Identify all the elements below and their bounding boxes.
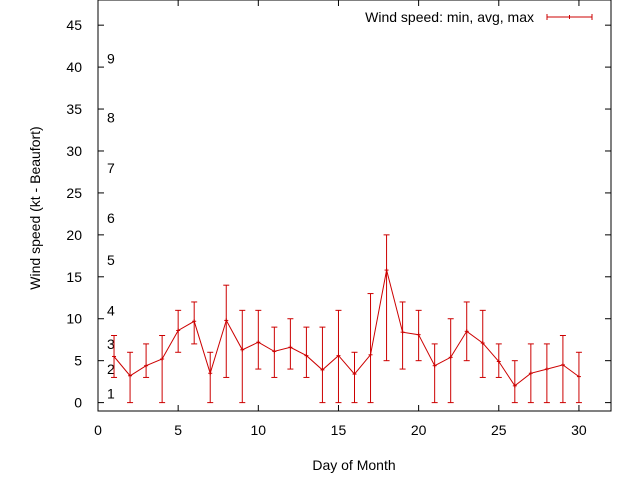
beaufort-label: 1 (107, 385, 115, 401)
data-point (288, 345, 293, 350)
data-point (544, 367, 549, 372)
y-tick-label: 15 (66, 269, 82, 285)
series-line (113, 269, 580, 387)
error-bar (383, 234, 390, 362)
y-tick-label: 25 (66, 185, 82, 201)
data-point (336, 353, 341, 358)
beaufort-label: 8 (107, 109, 115, 125)
data-point (416, 332, 421, 337)
beaufort-label: 2 (107, 361, 115, 377)
beaufort-label: 5 (107, 252, 115, 268)
error-bar (255, 309, 262, 370)
y-tick-label: 30 (66, 143, 82, 159)
data-point (448, 355, 453, 360)
y-tick-label: 45 (66, 17, 82, 33)
data-point (128, 373, 133, 378)
x-tick-label: 25 (491, 422, 507, 438)
data-point (496, 359, 501, 364)
data-point (192, 319, 197, 324)
x-tick-label: 5 (174, 422, 182, 438)
data-point (464, 329, 469, 334)
data-point (160, 356, 165, 361)
data-point (320, 367, 325, 372)
y-tick-label: 5 (74, 353, 82, 369)
data-point (240, 347, 245, 352)
x-tick-label: 20 (411, 422, 427, 438)
x-tick-label: 15 (331, 422, 347, 438)
data-point (304, 353, 309, 358)
legend: Wind speed: min, avg, max (365, 9, 593, 25)
error-bar (351, 351, 358, 404)
data-point (208, 371, 213, 376)
error-bar (559, 335, 566, 404)
data-point (144, 363, 149, 368)
error-bar (207, 351, 214, 404)
error-bar (303, 326, 310, 378)
error-bar (319, 326, 326, 404)
data-point (432, 363, 437, 368)
x-tick-label: 0 (94, 422, 102, 438)
legend-sample (546, 14, 593, 20)
beaufort-label: 6 (107, 210, 115, 226)
data-point (528, 371, 533, 376)
data-point (272, 349, 277, 354)
data-point (368, 352, 373, 357)
data-point (256, 340, 261, 345)
error-bar (511, 360, 518, 404)
x-tick-label: 10 (251, 422, 267, 438)
y-tick-label: 40 (66, 59, 82, 75)
x-tick-label: 30 (571, 422, 587, 438)
y-tick-label: 10 (66, 311, 82, 327)
data-point (400, 330, 405, 335)
error-bar (223, 284, 230, 378)
data-point (384, 268, 389, 273)
data-point (512, 383, 517, 388)
error-bar (431, 343, 438, 404)
error-bar (399, 301, 406, 370)
data-point (224, 318, 229, 323)
error-bar (143, 343, 150, 378)
data-point (176, 328, 181, 333)
y-axis-label: Wind speed (kt - Beaufort) (27, 126, 43, 289)
data-point (576, 374, 581, 379)
legend-label: Wind speed: min, avg, max (365, 9, 534, 25)
y-tick-label: 35 (66, 101, 82, 117)
data-point (352, 372, 357, 377)
beaufort-label: 7 (107, 160, 115, 176)
error-bar (287, 318, 294, 370)
error-bar (367, 293, 374, 404)
x-axis-label: Day of Month (312, 457, 395, 473)
series-layer (111, 234, 582, 404)
beaufort-label: 9 (107, 51, 115, 67)
data-point (480, 341, 485, 346)
beaufort-annotations: 1 2 3 4 5 6 7 8 9 (107, 51, 115, 402)
data-point (560, 362, 565, 367)
error-bar (543, 343, 550, 404)
error-bar (239, 309, 246, 404)
error-bar (159, 335, 166, 404)
y-tick-label: 0 (74, 395, 82, 411)
beaufort-label: 3 (107, 336, 115, 352)
y-tick-label: 20 (66, 227, 82, 243)
data-point (112, 354, 117, 359)
error-bar (447, 318, 454, 404)
plot-border (97, 0, 612, 412)
beaufort-label: 4 (107, 302, 115, 318)
